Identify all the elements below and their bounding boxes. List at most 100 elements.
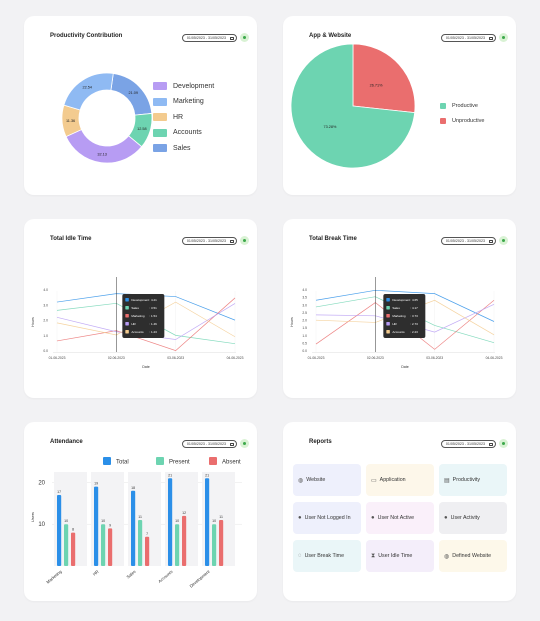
tooltip-label: HR bbox=[392, 322, 397, 326]
card-title: Attendance bbox=[50, 439, 83, 445]
donut-slice-label: 32.13 bbox=[97, 152, 107, 156]
card-title: Total Break Time bbox=[309, 236, 357, 242]
legend-swatch bbox=[153, 97, 167, 106]
x-tick-label: 03-06-2023 bbox=[426, 356, 443, 360]
date-range-picker[interactable]: 01/05/2023 - 31/05/2023 bbox=[181, 237, 237, 245]
globe-icon: ◍ bbox=[298, 477, 304, 484]
report-tile-label: User Idle Time bbox=[378, 553, 413, 559]
calendar-icon bbox=[489, 36, 493, 40]
report-tile-user-not-active[interactable]: ● User Not Active bbox=[366, 502, 434, 534]
donut-slice-label: 11.36 bbox=[66, 119, 75, 123]
bar-total bbox=[57, 494, 62, 566]
report-tile-label: Productivity bbox=[452, 477, 481, 483]
tooltip-label: Sales bbox=[392, 306, 400, 310]
tooltip-swatch bbox=[386, 298, 390, 302]
date-range-picker[interactable]: 01/05/2023 - 31/05/2023 bbox=[440, 34, 496, 42]
tooltip-swatch bbox=[386, 330, 390, 334]
date-range-text: 01/05/2023 - 31/05/2023 bbox=[186, 239, 226, 243]
report-tile-label: Defined Website bbox=[452, 553, 492, 559]
category-label: Marketing bbox=[45, 569, 63, 585]
bar-absent bbox=[219, 520, 224, 566]
bar-value-label: 10 bbox=[175, 519, 179, 523]
refresh-button[interactable] bbox=[499, 236, 508, 245]
refresh-button[interactable] bbox=[499, 439, 508, 448]
y-tick-label: 4.0 bbox=[43, 288, 48, 292]
calendar-icon bbox=[230, 36, 234, 40]
calendar-icon bbox=[489, 442, 493, 446]
date-range-text: 01/05/2023 - 31/05/2023 bbox=[445, 36, 485, 40]
legend-swatch bbox=[440, 103, 446, 109]
report-tile-label: User Not Active bbox=[377, 515, 415, 521]
report-tile-user-break-time[interactable]: ◌ User Break Time bbox=[293, 540, 361, 572]
report-tile-defined-website[interactable]: ◍ Defined Website bbox=[439, 540, 507, 572]
bar-present bbox=[64, 524, 69, 566]
legend-swatch bbox=[209, 457, 217, 465]
y-tick-label: 2.0 bbox=[43, 319, 48, 323]
pie-slice-label: 26.71% bbox=[370, 84, 384, 88]
date-range-picker[interactable]: 01/05/2023 - 31/05/2023 bbox=[181, 440, 237, 448]
date-range-text: 01/05/2023 - 31/05/2023 bbox=[445, 239, 485, 243]
y-tick-label: 2.0 bbox=[302, 319, 307, 323]
tooltip-label: HR bbox=[131, 322, 136, 326]
app-website-pie-chart: 26.71% 73.28% bbox=[290, 43, 416, 169]
y-tick-label: 0.0 bbox=[43, 349, 48, 353]
app-website-card: App & Website 01/05/2023 - 31/05/2023 26… bbox=[283, 16, 516, 195]
tooltip-box bbox=[383, 294, 426, 338]
donut-slice-label: 21.09 bbox=[129, 91, 139, 95]
tooltip-label: Accounts bbox=[131, 330, 144, 334]
tooltip-value: : 4.65 bbox=[410, 298, 418, 302]
series-line-marketing bbox=[56, 297, 236, 352]
calendar-icon bbox=[230, 239, 234, 243]
y-tick-label: 0.5 bbox=[302, 341, 307, 345]
x-tick-label: 02-06-2023 bbox=[108, 356, 125, 360]
legend-label: Sales bbox=[173, 144, 191, 152]
bar-value-label: 10 bbox=[101, 519, 105, 523]
bar-value-label: 9 bbox=[109, 523, 111, 527]
user-icon: ● bbox=[298, 515, 302, 521]
refresh-button[interactable] bbox=[240, 33, 249, 42]
bar-value-label: 8 bbox=[72, 528, 74, 532]
x-axis-label: Date bbox=[142, 365, 150, 369]
tooltip-swatch bbox=[386, 322, 390, 326]
date-range-picker[interactable]: 01/05/2023 - 31/05/2023 bbox=[440, 440, 496, 448]
break-time-line-chart: 0.0 0.5 1.0 1.5 2.0 2.5 3.0 3.5 4.0 Hours 01-06-20… bbox=[290, 277, 503, 369]
refresh-button[interactable] bbox=[499, 33, 508, 42]
donut-slice-label: 12.58 bbox=[137, 127, 147, 131]
report-tile-label: User Not Logged In bbox=[304, 515, 351, 521]
bar-total bbox=[168, 478, 173, 566]
bar-value-label: 17 bbox=[57, 490, 61, 494]
hourglass-icon: ⧗ bbox=[371, 552, 376, 559]
y-tick-label: 2.5 bbox=[302, 311, 307, 315]
x-axis-label: Date bbox=[401, 365, 409, 369]
bar-present bbox=[138, 520, 143, 566]
y-tick-label: 0.0 bbox=[302, 349, 307, 353]
tooltip-value: : 1.54 bbox=[149, 314, 157, 318]
report-tile-application[interactable]: ▭ Application bbox=[366, 464, 434, 496]
report-tile-user-not-logged-in[interactable]: ● User Not Logged In bbox=[293, 502, 361, 534]
y-tick-label: 1.0 bbox=[43, 334, 48, 338]
refresh-button[interactable] bbox=[240, 236, 249, 245]
bar-total bbox=[131, 490, 136, 566]
date-range-picker[interactable]: 01/05/2023 - 31/05/2023 bbox=[440, 237, 496, 245]
report-tile-user-activity[interactable]: ● User Activity bbox=[439, 502, 507, 534]
legend-label: Accounts bbox=[173, 129, 202, 136]
attendance-card: Attendance 01/05/2023 - 31/05/2023 Total… bbox=[24, 422, 257, 601]
legend-item: Development bbox=[153, 82, 214, 90]
bar-total bbox=[94, 486, 99, 566]
date-range-picker[interactable]: 01/05/2023 - 31/05/2023 bbox=[181, 34, 237, 42]
y-axis-label: Users bbox=[31, 512, 35, 522]
report-tile-productivity[interactable]: ▤ Productivity bbox=[439, 464, 507, 496]
legend-label: Unproductive bbox=[452, 118, 485, 124]
x-tick-label: 01-06-2023 bbox=[49, 356, 66, 360]
bar-value-label: 11 bbox=[138, 515, 142, 519]
tooltip-swatch bbox=[125, 314, 129, 318]
report-tile-label: User Activity bbox=[450, 515, 480, 521]
tooltip-swatch bbox=[386, 314, 390, 318]
bar-value-label: 21 bbox=[168, 473, 172, 477]
attendance-bar-chart: Total Present Absent 10 20 Users 17 10 8 Marketin… bbox=[31, 457, 242, 589]
refresh-button[interactable] bbox=[240, 439, 249, 448]
report-tile-user-idle-time[interactable]: ⧗ User Idle Time bbox=[366, 540, 434, 572]
report-tile-website[interactable]: ◍ Website bbox=[293, 464, 361, 496]
legend-swatch bbox=[156, 457, 164, 465]
bar-value-label: 18 bbox=[131, 486, 135, 490]
